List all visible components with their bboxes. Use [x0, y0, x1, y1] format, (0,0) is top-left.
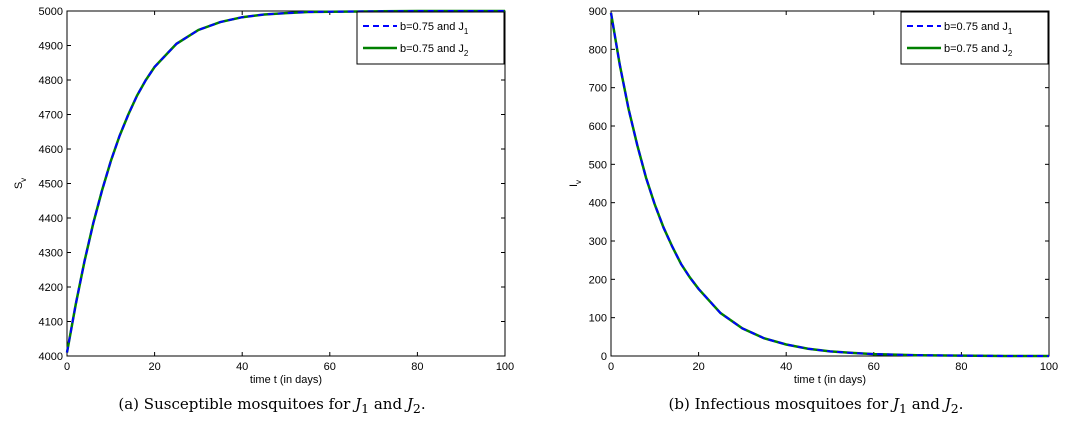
- x-axis-label: time t (in days): [250, 374, 322, 386]
- caption-b-mid: and: [906, 395, 945, 413]
- legend-label-2: b=0.75 and J2: [944, 43, 1013, 58]
- y-tick-label: 100: [589, 313, 607, 325]
- plot-area: [66, 10, 506, 357]
- chart-a: 0 20 40 60 80 100 4000 4100 4200 4300 4400 4500 4600…: [13, 6, 514, 386]
- caption-b-j1: J: [892, 395, 899, 413]
- x-tick-label: 0: [608, 361, 614, 373]
- y-tick-label: 4800: [39, 75, 63, 87]
- y-tick-label: 0: [601, 351, 607, 363]
- y-tick-label: 4900: [39, 41, 63, 53]
- y-tick-label: 800: [589, 44, 607, 56]
- y-tick-label: 4100: [39, 317, 63, 329]
- chart-b: 0 20 40 60 80 100 0 100 200 300 400 500 600 700 800 900…: [568, 6, 1058, 386]
- caption-a-j2-sub: 2: [412, 401, 421, 416]
- caption-b-j2-sub: 2: [950, 401, 959, 416]
- x-tick-label: 40: [236, 361, 248, 373]
- x-axis-label: time t (in days): [794, 374, 866, 386]
- caption-b-j1-sub: 1: [898, 401, 907, 416]
- y-axis-label-sub: v: [574, 180, 583, 184]
- y-axis-label-sub: v: [19, 178, 28, 182]
- x-tick-label: 60: [324, 361, 336, 373]
- y-axis-label-main: I: [568, 184, 580, 187]
- legend-box: [900, 11, 1049, 65]
- y-tick-label: 400: [589, 198, 607, 210]
- legend-box: [356, 11, 505, 65]
- x-tick-label: 20: [692, 361, 704, 373]
- y-tick-label: 4000: [39, 351, 63, 363]
- y-tick-label: 4400: [39, 213, 63, 225]
- y-tick-label: 4300: [39, 248, 63, 260]
- caption-a-j1: J: [355, 395, 362, 413]
- y-axis-label-group: Sv: [13, 178, 28, 189]
- caption-a-prefix: (a) Susceptible mosquitoes for: [118, 395, 356, 413]
- legend-label-1: b=0.75 and J1: [944, 21, 1013, 36]
- caption-b-j2: J: [944, 395, 951, 413]
- legend-label-2-sub: 2: [464, 49, 469, 58]
- series-line-1: [610, 12, 1049, 357]
- y-tick-label: 600: [589, 121, 607, 133]
- y-tick-label: 500: [589, 159, 607, 171]
- legend-label-2-sub: 2: [1008, 49, 1013, 58]
- legend-label-2-main: b=0.75 and J: [400, 43, 464, 55]
- legend-label-1-sub: 1: [1008, 27, 1013, 36]
- figure-a: 0 20 40 60 80 100 4000 4100 4200 4300 4400 4500 4600…: [0, 6, 544, 416]
- legend-label-1-sub: 1: [464, 27, 469, 36]
- legend-label-1-main: b=0.75 and J: [944, 21, 1008, 33]
- caption-a-mid: and: [369, 395, 407, 413]
- caption-a: (a) Susceptible mosquitoes for J1 and J2…: [0, 395, 544, 416]
- y-tick-label: 200: [589, 274, 607, 286]
- y-tick-label: 5000: [39, 6, 63, 18]
- caption-b: (b) Infectious mosquitoes for J1 and J2.: [544, 395, 1088, 416]
- y-axis-label-main: S: [13, 182, 25, 189]
- caption-a-j2: J: [406, 395, 413, 413]
- legend-label-1: b=0.75 and J1: [400, 21, 469, 36]
- x-tick-label: 80: [955, 361, 967, 373]
- y-axis-label: Sv: [13, 178, 28, 189]
- y-tick-label: 4200: [39, 282, 63, 294]
- plot-area: [610, 10, 1050, 357]
- y-tick-label: 700: [589, 83, 607, 95]
- caption-b-end: .: [958, 395, 964, 413]
- y-axis-label-group: Iv: [568, 180, 583, 187]
- caption-a-end: .: [420, 395, 426, 413]
- caption-a-j1-sub: 1: [361, 401, 370, 416]
- figure-b: 0 20 40 60 80 100 0 100 200 300 400 500 600 700 800 900…: [544, 0, 1088, 438]
- series-line-1: [66, 10, 505, 353]
- x-tick-label: 20: [148, 361, 160, 373]
- x-tick-label: 100: [496, 361, 514, 373]
- caption-b-prefix: (b) Infectious mosquitoes for: [668, 395, 893, 413]
- x-tick-label: 40: [780, 361, 792, 373]
- y-tick-label: 4500: [39, 179, 63, 191]
- y-tick-label: 900: [589, 6, 607, 18]
- x-tick-label: 100: [1040, 361, 1058, 373]
- legend-label-1-main: b=0.75 and J: [400, 21, 464, 33]
- legend-label-2-main: b=0.75 and J: [944, 43, 1008, 55]
- y-tick-label: 4600: [39, 144, 63, 156]
- legend-label-2: b=0.75 and J2: [400, 43, 469, 58]
- y-tick-label: 4700: [39, 110, 63, 122]
- x-tick-label: 0: [64, 361, 70, 373]
- x-tick-label: 60: [868, 361, 880, 373]
- y-axis-label: Iv: [568, 180, 583, 187]
- x-tick-label: 80: [411, 361, 423, 373]
- y-tick-label: 300: [589, 236, 607, 248]
